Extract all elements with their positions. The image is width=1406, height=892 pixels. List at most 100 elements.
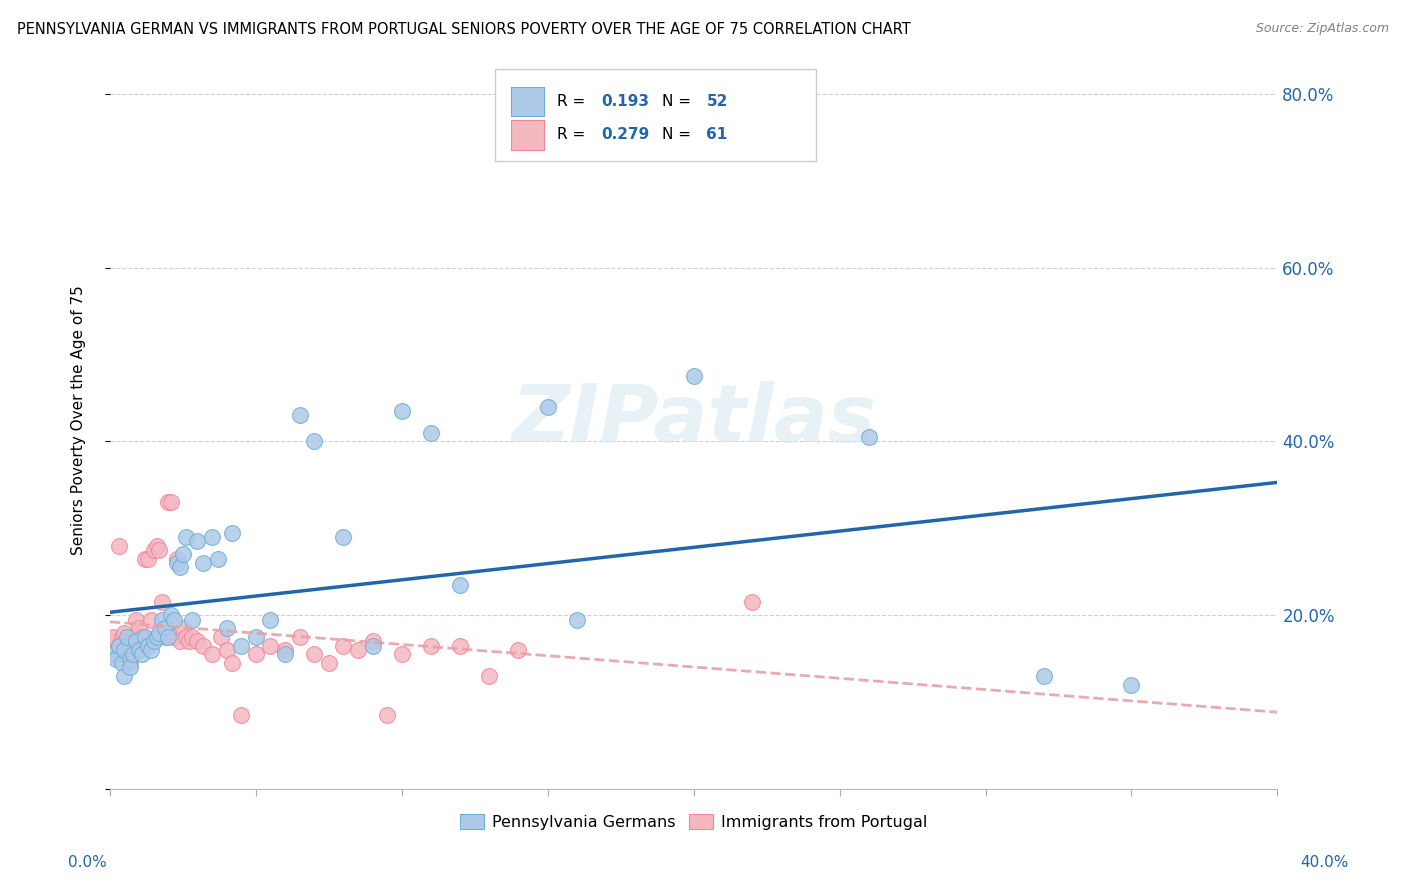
- Point: [858, 430, 880, 444]
- Point: [186, 634, 208, 648]
- Point: [131, 630, 153, 644]
- Point: [193, 556, 215, 570]
- Point: [134, 630, 156, 644]
- Point: [166, 556, 188, 570]
- Point: [157, 495, 180, 509]
- Point: [125, 613, 148, 627]
- Point: [288, 630, 311, 644]
- Point: [207, 551, 229, 566]
- Point: [163, 613, 186, 627]
- Text: R =: R =: [557, 95, 591, 109]
- Text: 61: 61: [706, 128, 728, 143]
- Point: [142, 543, 165, 558]
- Point: [145, 630, 167, 644]
- Point: [125, 630, 148, 644]
- Point: [101, 630, 124, 644]
- Point: [245, 647, 267, 661]
- Point: [180, 630, 202, 644]
- Point: [110, 630, 132, 644]
- Point: [136, 551, 159, 566]
- Point: [122, 630, 145, 644]
- Point: [245, 630, 267, 644]
- Point: [288, 409, 311, 423]
- Point: [101, 647, 124, 661]
- Point: [150, 613, 173, 627]
- Point: [114, 625, 136, 640]
- Point: [193, 639, 215, 653]
- Point: [174, 630, 197, 644]
- Point: [449, 639, 471, 653]
- Point: [120, 647, 142, 661]
- Text: 0.0%: 0.0%: [67, 855, 107, 870]
- Point: [107, 639, 129, 653]
- Point: [120, 660, 142, 674]
- Point: [98, 634, 121, 648]
- Point: [104, 651, 127, 665]
- Point: [134, 551, 156, 566]
- Point: [1121, 678, 1143, 692]
- Point: [155, 621, 177, 635]
- Point: [565, 613, 588, 627]
- Point: [114, 634, 136, 648]
- Point: [508, 643, 530, 657]
- Text: N =: N =: [662, 95, 696, 109]
- Point: [117, 639, 139, 653]
- Point: [201, 530, 224, 544]
- Point: [172, 548, 194, 562]
- Point: [148, 625, 170, 640]
- Point: [125, 634, 148, 648]
- Point: [136, 639, 159, 653]
- FancyBboxPatch shape: [512, 87, 544, 116]
- Point: [148, 543, 170, 558]
- Point: [332, 639, 354, 653]
- Point: [107, 639, 129, 653]
- Point: [117, 630, 139, 644]
- Point: [375, 708, 398, 723]
- Point: [221, 525, 243, 540]
- Point: [682, 369, 704, 384]
- Point: [537, 400, 560, 414]
- Point: [110, 656, 132, 670]
- FancyBboxPatch shape: [512, 120, 544, 150]
- Text: 52: 52: [706, 95, 728, 109]
- Text: 0.279: 0.279: [602, 128, 650, 143]
- Point: [122, 634, 145, 648]
- Point: [274, 643, 297, 657]
- Point: [177, 634, 200, 648]
- Point: [120, 656, 142, 670]
- Point: [107, 539, 129, 553]
- Text: N =: N =: [662, 128, 696, 143]
- Point: [231, 708, 253, 723]
- Point: [361, 639, 384, 653]
- Y-axis label: Seniors Poverty Over the Age of 75: Seniors Poverty Over the Age of 75: [72, 285, 86, 555]
- Point: [120, 651, 142, 665]
- Text: 40.0%: 40.0%: [1301, 855, 1348, 870]
- Point: [419, 425, 441, 440]
- Point: [169, 634, 191, 648]
- Point: [361, 634, 384, 648]
- Point: [180, 613, 202, 627]
- Point: [419, 639, 441, 653]
- Point: [101, 639, 124, 653]
- Point: [302, 647, 325, 661]
- Point: [122, 647, 145, 661]
- Point: [163, 630, 186, 644]
- Point: [131, 647, 153, 661]
- Point: [1032, 669, 1054, 683]
- Point: [231, 639, 253, 653]
- Point: [160, 608, 183, 623]
- Point: [221, 656, 243, 670]
- Point: [139, 613, 162, 627]
- Text: R =: R =: [557, 128, 591, 143]
- Point: [274, 647, 297, 661]
- Point: [174, 530, 197, 544]
- Point: [128, 621, 150, 635]
- Point: [166, 551, 188, 566]
- Point: [104, 643, 127, 657]
- Point: [209, 630, 232, 644]
- Point: [391, 404, 413, 418]
- FancyBboxPatch shape: [495, 70, 817, 161]
- Legend: Pennsylvania Germans, Immigrants from Portugal: Pennsylvania Germans, Immigrants from Po…: [454, 808, 934, 837]
- Text: 0.193: 0.193: [602, 95, 650, 109]
- Point: [117, 647, 139, 661]
